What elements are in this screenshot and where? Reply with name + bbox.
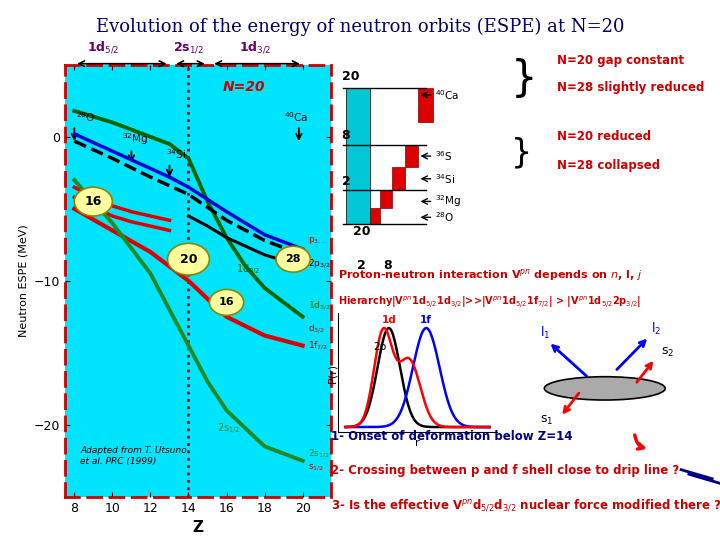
Text: N=20 reduced: N=20 reduced: [557, 130, 652, 143]
Text: N=28 collapsed: N=28 collapsed: [557, 159, 660, 172]
X-axis label: r: r: [415, 437, 420, 448]
Y-axis label: Neutron ESPE (MeV): Neutron ESPE (MeV): [18, 225, 28, 337]
Ellipse shape: [544, 377, 665, 400]
Text: N=20 gap constant: N=20 gap constant: [557, 54, 684, 67]
Text: N=28 slightly reduced: N=28 slightly reduced: [557, 82, 704, 94]
Text: l$_1$: l$_1$: [540, 325, 551, 341]
Text: $^{40}$Ca: $^{40}$Ca: [284, 110, 308, 124]
Text: s$_2$: s$_2$: [661, 346, 675, 359]
Text: 2p: 2p: [374, 342, 387, 352]
Text: d$_{3/2}$: d$_{3/2}$: [308, 322, 325, 335]
Circle shape: [168, 244, 210, 275]
Bar: [370, 208, 379, 224]
Text: l$_2$: l$_2$: [651, 321, 662, 337]
Text: }: }: [511, 58, 538, 100]
Text: 1d$_{5/2}$: 1d$_{5/2}$: [86, 39, 119, 55]
Bar: [346, 190, 370, 224]
Text: 2s$_{1/2}$: 2s$_{1/2}$: [217, 422, 240, 437]
Text: 1d$_{3/2}$: 1d$_{3/2}$: [236, 264, 261, 279]
Bar: [346, 88, 370, 145]
Text: N=20: N=20: [222, 80, 265, 94]
Bar: [392, 167, 405, 190]
Text: $^{40}$Ca: $^{40}$Ca: [435, 88, 459, 102]
Text: 2- Crossing between p and f shell close to drip line ?: 2- Crossing between p and f shell close …: [331, 464, 680, 477]
Text: 8: 8: [341, 130, 350, 143]
Text: s$_1$: s$_1$: [540, 414, 554, 428]
Text: Evolution of the energy of neutron orbits (ESPE) at N=20: Evolution of the energy of neutron orbit…: [96, 18, 624, 36]
Text: 1f: 1f: [420, 315, 432, 325]
Text: 16: 16: [219, 298, 234, 307]
Text: $^{34}$Si: $^{34}$Si: [166, 147, 186, 161]
Text: $^{28}$O: $^{28}$O: [76, 110, 96, 124]
Bar: [346, 145, 370, 190]
Text: 20: 20: [341, 71, 359, 84]
Text: $^{32}$Mg: $^{32}$Mg: [122, 131, 148, 147]
Text: $^{32}$Mg: $^{32}$Mg: [435, 193, 462, 210]
Text: 2s$_{1/2}$: 2s$_{1/2}$: [308, 447, 330, 460]
Text: $^{36}$S: $^{36}$S: [435, 149, 453, 163]
Text: Adapted from T. Utsuno
et al. PRC (1999): Adapted from T. Utsuno et al. PRC (1999): [80, 447, 186, 466]
Text: 16: 16: [85, 195, 102, 208]
Text: Hierarchy|V$^{pn}$1d$_{5/2}$1d$_{3/2}$|>>|V$^{pn}$1d$_{5/2}$1f$_{7/2}$| > |V$^{p: Hierarchy|V$^{pn}$1d$_{5/2}$1d$_{3/2}$|>…: [338, 294, 642, 309]
Bar: [405, 145, 418, 167]
Text: 2s$_{1/2}$: 2s$_{1/2}$: [173, 40, 204, 55]
Bar: [379, 190, 392, 208]
Text: Proton-neutron interaction V$^{pn}$ depends on $n$, l, $j$: Proton-neutron interaction V$^{pn}$ depe…: [338, 267, 643, 284]
Bar: [418, 88, 433, 122]
Text: }: }: [511, 136, 533, 169]
Text: $^{34}$Si: $^{34}$Si: [435, 172, 455, 186]
Text: 2: 2: [357, 259, 366, 273]
Text: 1f$_{7/2}$: 1f$_{7/2}$: [308, 339, 328, 352]
Text: 1d$_{3/2}$: 1d$_{3/2}$: [308, 299, 331, 312]
X-axis label: Z: Z: [192, 520, 204, 535]
Text: 2p$_{3/2}$: 2p$_{3/2}$: [308, 257, 331, 270]
Text: p$_{3...}$: p$_{3...}$: [308, 235, 328, 246]
Text: 20: 20: [353, 225, 370, 239]
Text: 1d: 1d: [382, 315, 396, 325]
Text: $^{28}$O: $^{28}$O: [435, 211, 454, 224]
Text: 1- Onset of deformation below Z=14: 1- Onset of deformation below Z=14: [331, 430, 572, 443]
Y-axis label: P(r): P(r): [327, 362, 337, 383]
Text: 28: 28: [285, 254, 301, 264]
Text: s$_{1/2}$: s$_{1/2}$: [308, 463, 325, 474]
Circle shape: [210, 289, 243, 315]
Circle shape: [74, 187, 112, 216]
Text: 20: 20: [180, 253, 197, 266]
Text: 8: 8: [383, 259, 392, 273]
Text: 2: 2: [341, 175, 351, 188]
Text: 3- Is the effective V$^{pn}$d$_{5/2}$d$_{3/2}$ nuclear force modified there ?: 3- Is the effective V$^{pn}$d$_{5/2}$d$_…: [331, 497, 720, 513]
Circle shape: [276, 246, 310, 272]
Text: 1d$_{3/2}$: 1d$_{3/2}$: [239, 39, 271, 55]
